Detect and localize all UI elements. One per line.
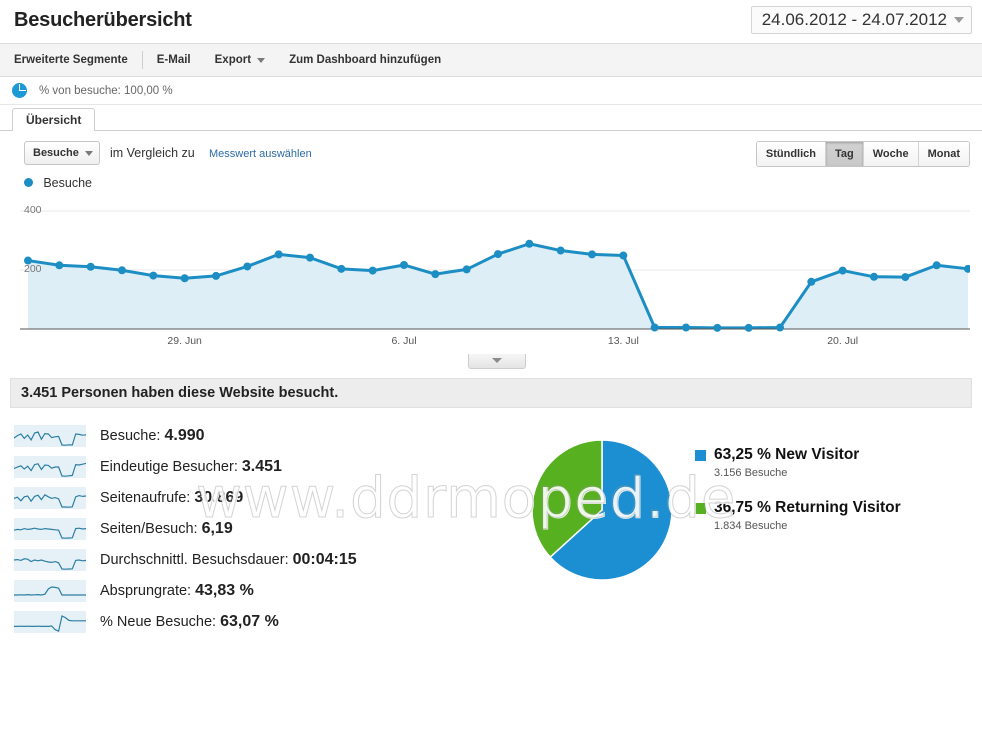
y-tick-label: 400 <box>24 204 42 216</box>
pie-chart-svg[interactable] <box>530 438 680 588</box>
chevron-down-icon[interactable] <box>468 354 526 369</box>
segment-label[interactable]: % von besuche: 100,00 % <box>39 84 173 97</box>
metric-value: 6,19 <box>201 519 233 537</box>
advanced-segments-button[interactable]: Erweiterte Segmente <box>14 54 128 66</box>
chevron-down-icon <box>954 17 964 23</box>
page-title: Besucherübersicht <box>14 9 192 31</box>
pie-legend: 63,25 % New Visitor 3.156 Besuche 36,75 … <box>695 446 901 552</box>
pie-legend-item: 36,75 % Returning Visitor 1.834 Besuche <box>695 499 901 532</box>
granularity-toggle-group: Stündlich Tag Woche Monat <box>755 141 970 167</box>
chevron-down-icon <box>85 150 93 156</box>
new-visitor-percent: 63,25 % New Visitor <box>714 446 860 463</box>
x-tick-label: 13. Jul <box>607 335 639 347</box>
pie-slice[interactable] <box>531 439 603 559</box>
granularity-week[interactable]: Woche <box>863 142 919 166</box>
page-header: Besucherübersicht 24.06.2012 - 24.07.201… <box>0 0 982 44</box>
metric-select[interactable]: Besuche <box>24 141 100 165</box>
granularity-month[interactable]: Monat <box>918 142 969 166</box>
summary-banner: 3.451 Personen haben diese Website besuc… <box>10 378 972 408</box>
metric-value: 4.990 <box>164 426 205 444</box>
chevron-down-icon <box>257 57 266 63</box>
granularity-day[interactable]: Tag <box>826 142 864 166</box>
chart-controls: Besuche im Vergleich zu Messwert auswähl… <box>0 131 982 175</box>
metric-label: Absprungrate: 43,83 % <box>100 581 254 599</box>
metric-value: 43,83 % <box>195 581 254 599</box>
metric-select-label: Besuche <box>33 147 79 159</box>
export-button[interactable]: Export <box>214 54 266 66</box>
metrics-list: Besuche: 4.990 Eindeutige Besucher: 3.451… <box>14 420 514 637</box>
sparkline-icon <box>14 517 86 540</box>
lower-section: Besuche: 4.990 Eindeutige Besucher: 3.451… <box>0 408 982 663</box>
chart-legend: Besuche <box>0 175 982 197</box>
x-tick-label: 20. Jul <box>827 335 859 347</box>
metric-row[interactable]: Seiten/Besuch: 6,19 <box>14 513 514 544</box>
metric-row[interactable]: Absprungrate: 43,83 % <box>14 575 514 606</box>
sparkline-icon <box>14 486 86 509</box>
metric-row[interactable]: % Neue Besuche: 63,07 % <box>14 606 514 637</box>
metric-row[interactable]: Eindeutige Besucher: 3.451 <box>14 451 514 482</box>
metric-value: 30.869 <box>194 488 244 506</box>
granularity-hourly[interactable]: Stündlich <box>756 142 826 166</box>
metric-label: Seiten/Besuch: 6,19 <box>100 519 233 537</box>
metric-label: Seitenaufrufe: 30.869 <box>100 488 244 506</box>
visits-line-chart[interactable]: 200 400 29. Jun 6. Jul 13. Jul 20. Jul <box>20 197 970 352</box>
segment-row: % von besuche: 100,00 % <box>0 77 982 105</box>
tab-bar: Übersicht <box>0 105 982 131</box>
metric-label: Eindeutige Besucher: 3.451 <box>100 457 282 475</box>
returning-visitor-visits: 1.834 Besuche <box>714 520 788 532</box>
toolbar-divider <box>141 51 143 69</box>
pie-legend-item: 63,25 % New Visitor 3.156 Besuche <box>695 446 901 479</box>
metric-row[interactable]: Seitenaufrufe: 30.869 <box>14 482 514 513</box>
y-tick-label: 200 <box>24 263 42 275</box>
action-toolbar: Erweiterte Segmente E-Mail Export Zum Da… <box>0 44 982 77</box>
metric-value: 3.451 <box>241 457 282 475</box>
metric-row[interactable]: Durchschnittl. Besuchsdauer: 00:04:15 <box>14 544 514 575</box>
x-tick-label: 6. Jul <box>391 335 417 347</box>
date-range-label: 24.06.2012 - 24.07.2012 <box>761 10 947 29</box>
add-to-dashboard-button[interactable]: Zum Dashboard hinzufügen <box>289 54 442 66</box>
select-metric-link[interactable]: Messwert auswählen <box>209 148 312 160</box>
sparkline-icon <box>14 610 86 633</box>
date-range-picker[interactable]: 24.06.2012 - 24.07.2012 <box>750 6 972 34</box>
tab-uebersicht[interactable]: Übersicht <box>12 108 96 131</box>
new-visitor-visits: 3.156 Besuche <box>714 467 788 479</box>
email-button[interactable]: E-Mail <box>156 54 191 66</box>
legend-color-dot <box>24 178 33 188</box>
metric-row[interactable]: Besuche: 4.990 <box>14 420 514 451</box>
sparkline-icon <box>14 455 86 478</box>
sparkline-icon <box>14 424 86 447</box>
chart-panel: Besuche im Vergleich zu Messwert auswähl… <box>0 131 982 372</box>
compare-label: im Vergleich zu <box>110 146 195 160</box>
metric-label: % Neue Besuche: 63,07 % <box>100 612 279 630</box>
metric-label: Durchschnittl. Besuchsdauer: 00:04:15 <box>100 550 357 568</box>
pie-icon <box>12 83 27 98</box>
visitor-type-chart: 63,25 % New Visitor 3.156 Besuche 36,75 … <box>530 420 970 650</box>
legend-swatch-returning-visitor <box>695 502 706 514</box>
sparkline-icon <box>14 579 86 602</box>
line-chart-svg <box>20 210 970 332</box>
x-tick-label: 29. Jun <box>167 335 202 347</box>
metric-value: 63,07 % <box>220 612 279 630</box>
legend-label: Besuche <box>43 175 92 190</box>
chart-resize-handle-row <box>0 354 982 372</box>
export-label: Export <box>214 54 252 66</box>
returning-visitor-percent: 36,75 % Returning Visitor <box>714 499 901 516</box>
metric-value: 00:04:15 <box>292 550 357 568</box>
metric-label: Besuche: 4.990 <box>100 426 205 444</box>
pie-slice[interactable] <box>549 439 673 581</box>
sparkline-icon <box>14 548 86 571</box>
legend-swatch-new-visitor <box>695 449 706 461</box>
